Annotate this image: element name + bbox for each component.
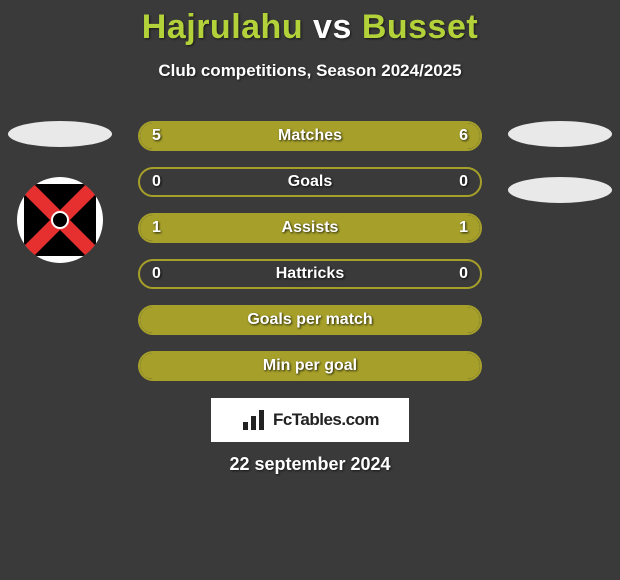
right-column [500,121,620,203]
player1-name: Hajrulahu [142,8,303,46]
bar-label: Goals [140,173,480,191]
stat-bar: Goals per match [138,305,482,335]
stat-bar: Min per goal [138,351,482,381]
left-column [0,121,120,263]
comparison-card: Hajrulahu vs Busset Club competitions, S… [0,0,620,580]
stat-bar: 11Assists [138,213,482,243]
bar-label: Assists [140,219,480,237]
page-title: Hajrulahu vs Busset [0,0,620,47]
date-text: 22 september 2024 [0,454,620,475]
player2-name: Busset [362,8,478,46]
vs-text: vs [313,8,352,46]
right-club-placeholder [508,177,612,203]
chart-icon [241,410,267,430]
stat-bars: 56Matches 00Goals 11Assists 00Hattricks Goal… [138,121,482,381]
subtitle: Club competitions, Season 2024/2025 [0,61,620,81]
stat-bar: 00Goals [138,167,482,197]
source-logo: FcTables.com [211,398,409,442]
left-flag-placeholder [8,121,112,147]
bar-label: Hattricks [140,265,480,283]
content-area: 56Matches 00Goals 11Assists 00Hattricks Goal… [0,121,620,391]
badge-shield [24,184,96,256]
bar-label: Matches [140,127,480,145]
badge-ball-icon [51,211,69,229]
stat-bar: 56Matches [138,121,482,151]
stat-bar: 00Hattricks [138,259,482,289]
source-text: FcTables.com [273,410,379,430]
left-club-badge [17,177,103,263]
bar-label: Min per goal [140,357,480,375]
bar-label: Goals per match [140,311,480,329]
right-flag-placeholder [508,121,612,147]
